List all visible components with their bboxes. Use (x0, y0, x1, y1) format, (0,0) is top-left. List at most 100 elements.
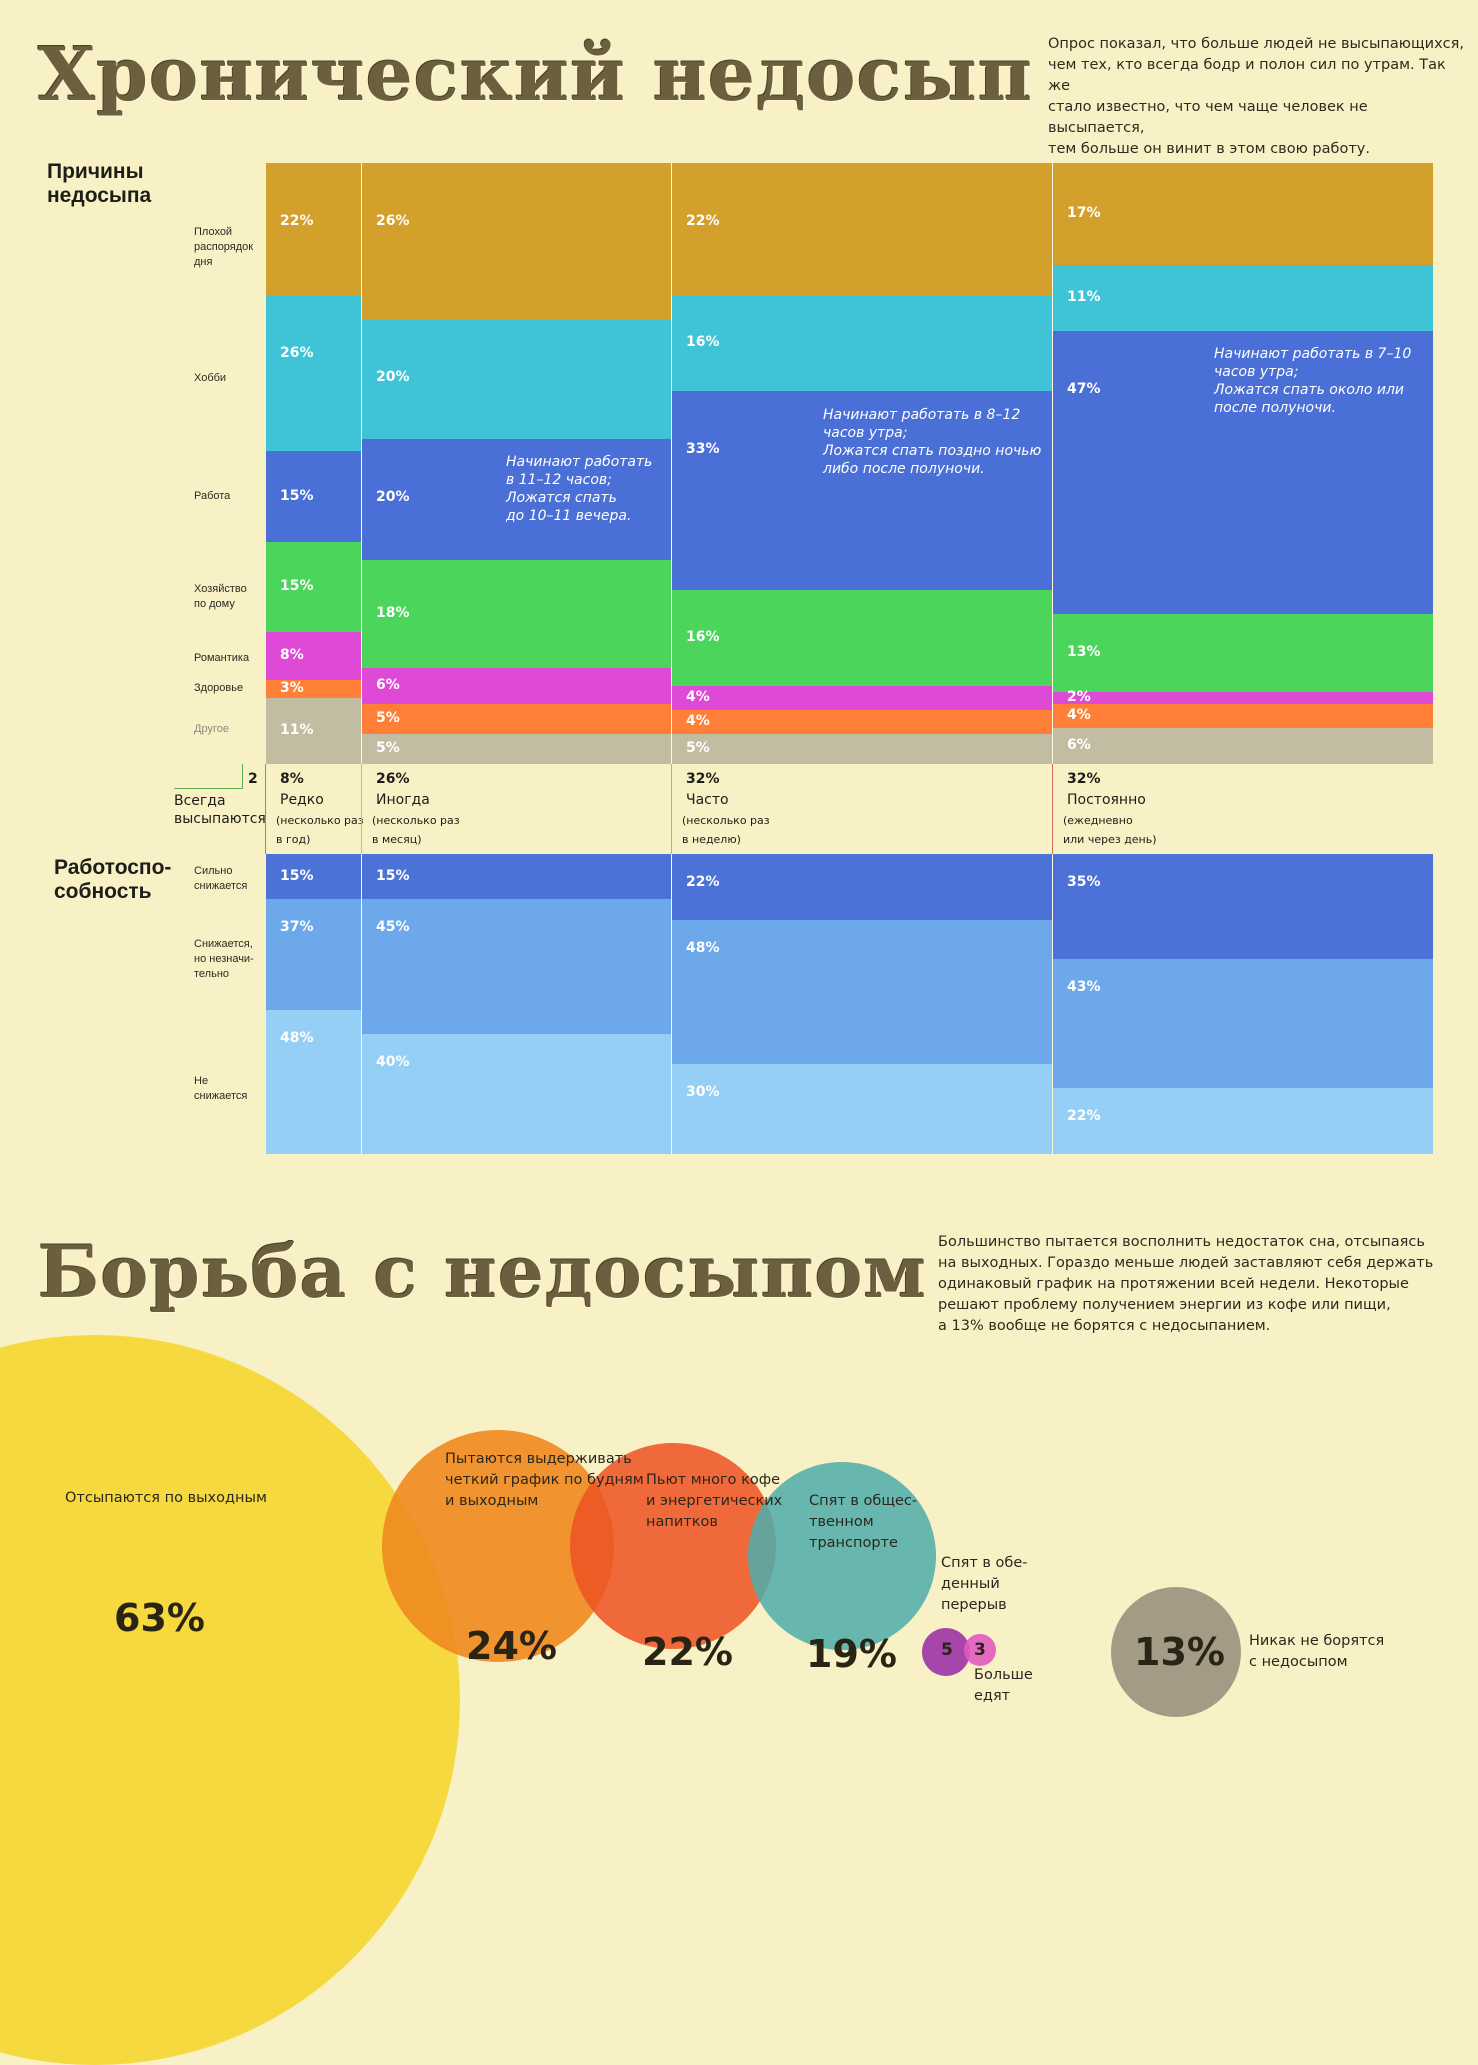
segment-value: 5% (686, 739, 710, 756)
bubble-transport (748, 1462, 936, 1650)
segment-schedule (1053, 163, 1433, 266)
note-line: Начинают работать в 8–12 (823, 407, 1021, 423)
note-line: в 11–12 часов; (506, 472, 612, 488)
label-line: с недосыпом (1249, 1654, 1348, 1670)
bubble-none-label: Никак не борятся с недосыпом (1249, 1631, 1384, 1673)
label-line: снижается (194, 1090, 248, 1102)
section-line: недосыпа (47, 184, 152, 207)
segment-value: 4% (686, 688, 710, 705)
cause-label-home: Хозяйство по дому (194, 582, 247, 612)
segment-value: 17% (1067, 205, 1101, 222)
segment-value: 15% (280, 577, 314, 594)
segment-value: 15% (280, 487, 314, 504)
column-subtitle: (несколько раз (682, 814, 770, 827)
column-subtitle: в месяц) (372, 833, 422, 846)
bubble-schedule-value: 24% (466, 1624, 557, 1668)
segment-perf_slight (362, 899, 671, 1034)
section-line: Работоспо- (54, 856, 172, 879)
bubble-weekend-value: 63% (114, 1596, 205, 1640)
segment-romance (362, 667, 671, 704)
bubble-transport-label: Спят в общес- твенном транспорте (809, 1491, 917, 1554)
bubble-transport-value: 19% (806, 1632, 897, 1676)
label-line: едят (974, 1688, 1011, 1704)
intro-line: решают проблему получением энергии из ко… (938, 1297, 1391, 1313)
column-share: 32% (686, 771, 720, 787)
note-line: до 10–11 вечера. (506, 508, 632, 524)
label-line: Отсыпаются по выходным (65, 1490, 267, 1506)
always-sleep-label: Всегда высыпаются (174, 792, 266, 828)
bubble-eat (964, 1634, 996, 1666)
segment-perf_strong (672, 854, 1052, 920)
column-subtitle: в год) (276, 833, 311, 846)
intro-line: одинаковый график на протяжении всей нед… (938, 1276, 1409, 1292)
label-line: Работа (194, 490, 231, 502)
column-divider (361, 854, 362, 1154)
label-line: Хозяйство (194, 583, 247, 595)
segment-schedule (672, 163, 1052, 296)
label-line: четкий график по будням (445, 1472, 644, 1488)
label-line: транспорте (809, 1535, 898, 1551)
segment-health (362, 703, 671, 734)
segment-home (1053, 613, 1433, 692)
segment-value: 48% (686, 940, 720, 956)
segment-schedule (362, 163, 671, 320)
label-line: но незначи- (194, 953, 254, 965)
segment-value: 15% (376, 867, 410, 884)
note-line: часов утра; (1214, 364, 1299, 380)
column-divider (1052, 163, 1053, 764)
segment-perf_strong (362, 854, 671, 899)
label-line: перерыв (941, 1597, 1007, 1613)
segment-home (362, 559, 671, 668)
frequency-row: 8% Редко (несколько раз в год) 26% Иногда (нес… (265, 764, 1430, 854)
segment-value: 43% (1067, 979, 1101, 995)
segment-value: 11% (1067, 289, 1101, 306)
column-boundary (265, 764, 266, 854)
segment-perf_slight (1053, 959, 1433, 1088)
segment-other (1053, 727, 1433, 764)
column-share: 26% (376, 771, 410, 787)
label-line: тельно (194, 968, 230, 980)
intro-line: Большинство пытается восполнить недостат… (938, 1234, 1425, 1250)
label-line: дня (194, 256, 213, 268)
segment-value: 16% (686, 628, 720, 645)
note-line: Начинают работать (506, 454, 653, 470)
label-line: Никак не борятся (1249, 1633, 1385, 1649)
intro-line: тем больше он винит в этом свою работу. (1048, 141, 1370, 157)
bubble-eat-value: 3 (974, 1640, 986, 1660)
label-line: Спят в обе- (941, 1555, 1028, 1571)
label-line: снижается (194, 880, 248, 892)
note-line: Ложатся спать (506, 490, 617, 506)
label-line: денный (941, 1576, 1000, 1592)
segment-value: 22% (280, 213, 314, 229)
segment-value: 40% (376, 1054, 410, 1070)
label-line: Пьют много кофе (646, 1472, 781, 1488)
segment-value: 22% (686, 213, 720, 229)
perf-label-slight: Снижается, но незначи- тельно (194, 937, 254, 982)
bubble-none-value: 13% (1134, 1630, 1225, 1674)
segment-perf_none (362, 1034, 671, 1154)
segment-health (1053, 703, 1433, 728)
column-subtitle: в неделю) (682, 833, 741, 846)
always-sleep-tick (242, 764, 243, 789)
label-line: Другое (194, 723, 229, 735)
label-line: распорядок (194, 241, 254, 253)
segment-perf_strong (1053, 854, 1433, 959)
segment-perf_slight (266, 899, 361, 1010)
column-subtitle: (ежедневно (1063, 814, 1133, 827)
intro-text-fight: Большинство пытается восполнить недостат… (938, 1232, 1458, 1337)
note-line: после полуночи. (1214, 400, 1336, 416)
segment-other (266, 697, 361, 764)
segment-value: 11% (280, 721, 314, 738)
segment-value: 35% (1067, 874, 1101, 890)
segment-perf_strong (266, 854, 361, 899)
column-boundary (1052, 764, 1053, 854)
cause-label-work: Работа (194, 489, 230, 504)
segment-value: 13% (1067, 643, 1101, 660)
segment-schedule (266, 163, 361, 296)
segment-work (672, 391, 1052, 590)
column-name: Постоянно (1067, 792, 1146, 808)
label-line: высыпаются (174, 811, 266, 827)
always-sleep-value: 2 (248, 771, 258, 787)
bubble-eat-label: Больше едят (974, 1665, 1033, 1707)
segment-value: 45% (376, 919, 410, 935)
